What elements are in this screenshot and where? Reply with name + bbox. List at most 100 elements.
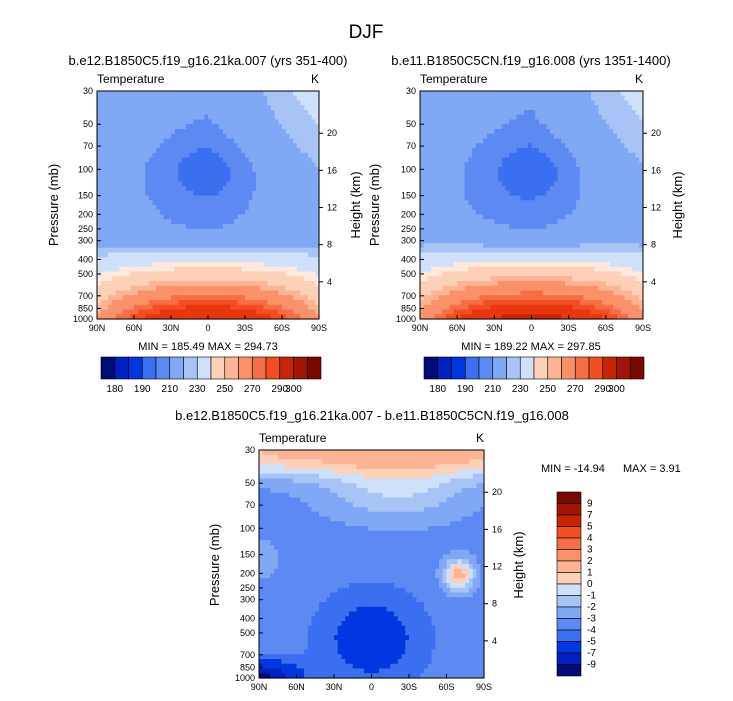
contour-cell (620, 143, 626, 149)
contour-cell (609, 195, 614, 201)
contour-cell (524, 167, 529, 173)
contour-cell (137, 100, 142, 106)
contour-cell (274, 190, 279, 197)
contour-cell (498, 157, 503, 163)
contour-cell (126, 228, 131, 235)
contour-cell (561, 233, 566, 239)
contour-cell (222, 152, 228, 159)
contour-cell (639, 138, 644, 144)
contour-cell (315, 290, 320, 296)
contour-cell (457, 138, 462, 144)
contour-cell (163, 200, 168, 206)
contour-cell (587, 167, 592, 173)
contour-cell (553, 143, 559, 149)
contour-cell (613, 219, 618, 225)
contour-cell (141, 309, 146, 315)
contour-cell (174, 171, 179, 178)
contour-cell (628, 209, 633, 216)
contour-cell (248, 271, 253, 277)
contour-cell (226, 295, 231, 301)
contour-cell (605, 195, 611, 201)
contour-cell (122, 252, 128, 258)
contour-cell (182, 148, 187, 154)
contour-cell (572, 181, 577, 187)
contour-cell (613, 176, 618, 182)
contour-cell (200, 205, 205, 211)
contour-cell (270, 300, 276, 306)
pressure-tick-label: 200 (78, 209, 93, 219)
contour-cell (252, 300, 257, 306)
contour-cell (130, 314, 135, 320)
contour-cell (159, 119, 165, 125)
contour-cell (200, 157, 205, 163)
contour-cell (263, 91, 268, 97)
contour-cell (122, 209, 128, 216)
contour-cell (512, 167, 518, 173)
contour-cell (609, 205, 614, 211)
contour-cell (270, 129, 276, 135)
contour-cell (248, 309, 253, 315)
contour-cell (505, 110, 510, 116)
contour-cell (453, 148, 458, 154)
contour-cell (483, 100, 488, 106)
contour-cell (226, 228, 231, 235)
contour-cell (282, 148, 287, 154)
contour-cell (609, 209, 614, 216)
contour-cell (557, 205, 562, 211)
contour-cell (624, 143, 629, 149)
contour-cell (230, 186, 235, 192)
contour-cell (576, 162, 581, 168)
contour-cell (524, 114, 529, 121)
contour-cell (233, 233, 239, 239)
contour-cell (557, 157, 562, 163)
contour-cell (624, 167, 629, 173)
contour-cell (587, 119, 592, 125)
contour-cell (572, 195, 577, 201)
contour-cell (564, 233, 570, 239)
contour-cell (289, 133, 294, 140)
contour-cell (464, 124, 469, 130)
contour-cell (248, 314, 253, 320)
contour-cell (171, 281, 176, 287)
contour-cell (483, 190, 488, 197)
contour-cell (259, 243, 265, 249)
contour-cell (494, 152, 499, 159)
contour-cell (315, 300, 320, 306)
contour-cell (293, 314, 298, 320)
contour-cell (512, 200, 518, 206)
contour-cell (296, 91, 302, 97)
contour-cell (222, 219, 228, 225)
contour-cell (230, 124, 235, 130)
contour-cell (148, 167, 154, 173)
contour-cell (230, 162, 235, 168)
contour-cell (193, 300, 198, 306)
contour-cell (449, 100, 455, 106)
contour-cell (141, 290, 146, 296)
contour-cell (594, 233, 599, 239)
contour-cell (237, 247, 242, 254)
contour-cell (115, 129, 120, 135)
contour-cell (457, 143, 462, 149)
contour-cell (311, 295, 316, 301)
contour-cell (446, 171, 451, 178)
contour-cell (208, 281, 213, 287)
contour-cell (535, 148, 540, 154)
height-tick-label: 12 (327, 203, 337, 213)
contour-cell (267, 124, 272, 130)
contour-cell (159, 276, 165, 282)
contour-cell (605, 91, 611, 97)
contour-cell (475, 190, 481, 197)
contour-cell (200, 162, 205, 168)
contour-cell (145, 157, 150, 163)
contour-cell (431, 190, 436, 197)
contour-cell (449, 224, 455, 230)
contour-cell (527, 95, 533, 102)
contour-cell (568, 124, 573, 130)
contour-cell (104, 119, 109, 125)
contour-cell (579, 247, 585, 254)
contour-cell (163, 133, 168, 140)
contour-cell (616, 176, 622, 182)
contour-cell (226, 105, 231, 111)
contour-cell (624, 190, 629, 197)
contour-cell (115, 214, 120, 220)
